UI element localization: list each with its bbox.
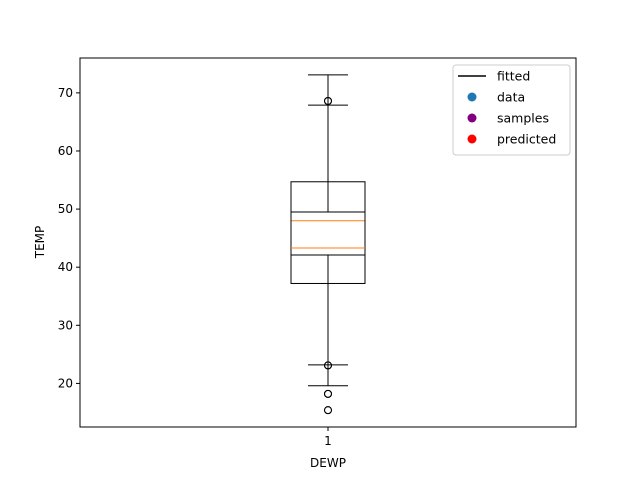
- y-tick-label-30: 30: [58, 318, 73, 332]
- legend: fitted data samples predicted: [452, 64, 571, 156]
- box-2: [290, 97, 366, 415]
- box-2-outlier-3: [324, 389, 332, 398]
- legend-label-data: data: [497, 90, 525, 105]
- boxes-layer: [290, 74, 366, 415]
- y-tick-label-50: 50: [58, 202, 73, 216]
- box-2-outlier-4: [324, 406, 332, 415]
- legend-label-samples: samples: [497, 111, 549, 126]
- x-tick-label-1: 1: [324, 434, 332, 448]
- legend-swatch-data: [467, 92, 477, 102]
- legend-label-fitted: fitted: [497, 69, 530, 84]
- x-axis: 1: [324, 427, 332, 448]
- y-axis: 20 30 40 50 60 70: [58, 86, 80, 390]
- y-tick-label-40: 40: [58, 260, 73, 274]
- box-2-outlier-1: [324, 97, 332, 106]
- x-axis-label: DEWP: [310, 456, 346, 470]
- legend-swatch-samples: [467, 113, 477, 123]
- legend-label-predicted: predicted: [497, 132, 556, 147]
- y-tick-label-70: 70: [58, 86, 73, 100]
- y-axis-label: TEMP: [33, 226, 47, 260]
- box-2-outlier-2: [324, 361, 332, 370]
- y-tick-label-20: 20: [58, 376, 73, 390]
- legend-swatch-predicted: [467, 134, 477, 144]
- legend-frame: [452, 64, 571, 156]
- y-tick-label-60: 60: [58, 144, 73, 158]
- box-2-iqr: [290, 211, 366, 256]
